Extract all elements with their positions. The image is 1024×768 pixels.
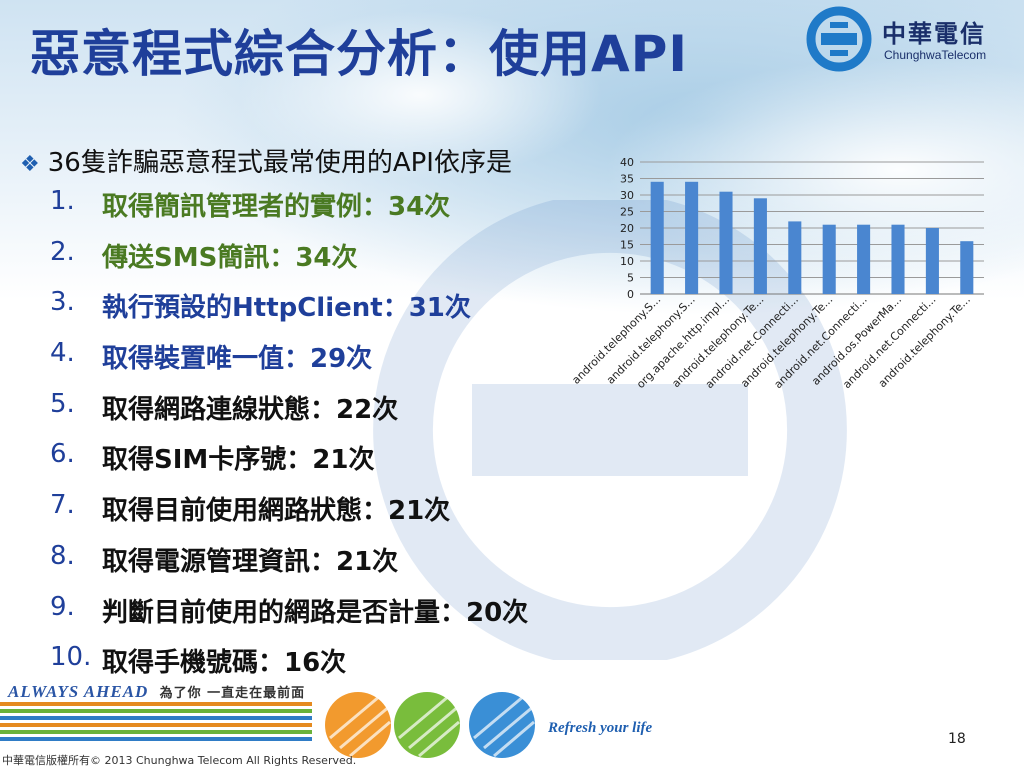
list-item: 7. 取得目前使用網路狀態：21次 — [50, 490, 690, 541]
slogan-en: ALWAYS AHEAD — [8, 682, 149, 701]
bar — [788, 221, 802, 294]
list-item: 3. 執行預設的HttpClient：31次 — [50, 287, 690, 338]
green-ball-icon — [394, 692, 460, 758]
item-number: 3. — [50, 287, 75, 318]
bar — [719, 191, 733, 294]
refresh-slogan: Refresh your life — [548, 720, 653, 736]
item-text: 取得SIM卡序號：21次 — [102, 445, 375, 476]
item-number: 7. — [50, 490, 75, 521]
y-tick-label: 15 — [620, 239, 634, 252]
list-item: 6. 取得SIM卡序號：21次 — [50, 439, 690, 490]
bar — [925, 228, 939, 294]
slogan: ALWAYS AHEAD 為了你 一直走在最前面 — [8, 682, 305, 702]
bar — [960, 241, 974, 294]
list-item: 2. 傳送SMS簡訊：34次 — [50, 237, 690, 288]
y-tick-label: 5 — [627, 272, 634, 285]
item-text: 傳送SMS簡訊：34次 — [102, 242, 358, 273]
diamond-bullet-icon: ❖ — [20, 152, 40, 177]
page-title: 惡意程式綜合分析：使用API — [30, 25, 688, 83]
item-number: 4. — [50, 338, 75, 369]
item-text: 執行預設的HttpClient：31次 — [102, 293, 471, 324]
item-number: 8. — [50, 540, 75, 571]
y-tick-label: 35 — [620, 173, 634, 186]
bar — [822, 224, 836, 294]
item-number: 10. — [50, 642, 92, 673]
bar — [857, 224, 871, 294]
item-text: 判斷目前使用的網路是否計量：20次 — [102, 597, 529, 628]
list-item: 1. 取得簡訊管理者的實例：34次 — [50, 186, 690, 237]
item-number: 2. — [50, 236, 75, 267]
chunghwa-watermark-icon — [373, 200, 847, 660]
item-number: 1. — [50, 186, 75, 216]
list-item: 8. 取得電源管理資訊：21次 — [50, 541, 690, 592]
list-item: 9. 判斷目前使用的網路是否計量：20次 — [50, 592, 690, 643]
item-number: 6. — [50, 439, 75, 470]
footer-stripes — [0, 702, 312, 741]
page-number: 18 — [948, 731, 966, 747]
logo-name-cn: 中華電信 — [882, 20, 986, 48]
y-tick-label: 25 — [620, 206, 634, 219]
bar — [685, 181, 699, 294]
item-text: 取得手機號碼：16次 — [102, 648, 347, 679]
item-number: 5. — [50, 388, 75, 419]
api-list: 1. 取得簡訊管理者的實例：34次 2. 傳送SMS簡訊：34次 3. 執行預設的Ht… — [50, 186, 690, 693]
footer-decoration — [0, 692, 535, 758]
chunghwa-logo: 中華電信 ChunghwaTelecom — [806, 6, 1006, 72]
item-text: 取得目前使用網路狀態：21次 — [102, 496, 451, 527]
api-usage-bar-chart: 0510152025303540android.telephony.S...an… — [569, 156, 984, 391]
item-text: 取得裝置唯一值：29次 — [102, 344, 373, 375]
list-item: 5. 取得網路連線狀態：22次 — [50, 389, 690, 440]
item-text: 取得網路連線狀態：22次 — [102, 394, 399, 425]
list-item: 10. 取得手機號碼：16次 — [50, 642, 690, 693]
bar — [753, 198, 767, 294]
list-item: 4. 取得裝置唯一值：29次 — [50, 338, 690, 389]
bar — [891, 224, 905, 294]
bar — [650, 181, 664, 294]
slogan-cn: 為了你 一直走在最前面 — [159, 686, 306, 701]
y-tick-label: 0 — [627, 288, 634, 301]
item-number: 9. — [50, 591, 75, 622]
y-tick-label: 10 — [620, 255, 634, 268]
orange-ball-icon — [325, 692, 391, 758]
y-tick-label: 30 — [620, 189, 634, 202]
y-tick-label: 20 — [620, 222, 634, 235]
logo-name-en: ChunghwaTelecom — [884, 48, 987, 62]
blue-ball-icon — [469, 692, 535, 758]
chunghwa-logo-icon — [806, 6, 872, 72]
item-text: 取得電源管理資訊：21次 — [102, 546, 399, 577]
copyright-notice: 中華電信版權所有© 2013 Chunghwa Telecom All Righ… — [2, 754, 357, 767]
item-text: 取得簡訊管理者的實例：34次 — [102, 192, 451, 222]
y-tick-label: 40 — [620, 156, 634, 169]
intro-line: ❖ 36隻詐騙惡意程式最常使用的API依序是 — [20, 142, 512, 179]
intro-text: 36隻詐騙惡意程式最常使用的API依序是 — [47, 148, 512, 178]
